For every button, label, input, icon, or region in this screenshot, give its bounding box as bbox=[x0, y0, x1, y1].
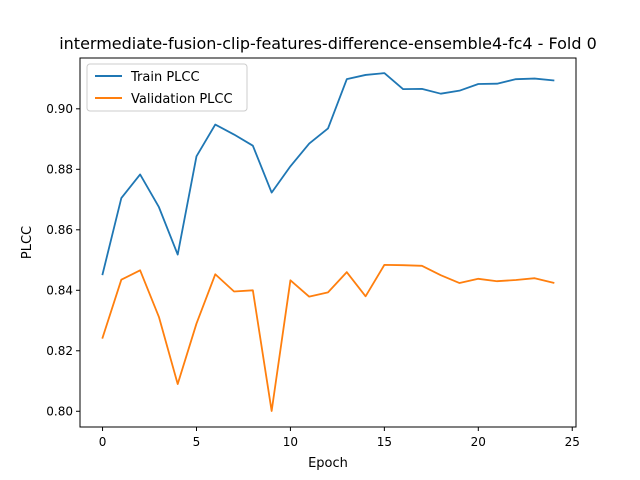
y-tick-label: 0.90 bbox=[46, 102, 73, 116]
y-tick-label: 0.80 bbox=[46, 404, 73, 418]
series-line-train bbox=[101, 72, 555, 276]
x-tick-label: 20 bbox=[471, 435, 486, 449]
x-tick-label: 0 bbox=[99, 435, 107, 449]
plot-area bbox=[79, 57, 577, 428]
x-tick-label: 25 bbox=[565, 435, 580, 449]
x-tick-label: 5 bbox=[193, 435, 201, 449]
y-axis-label: PLCC bbox=[20, 226, 35, 259]
x-axis-label: Epoch bbox=[308, 456, 348, 471]
x-axis: 0 5 10 15 20 25 bbox=[99, 427, 580, 449]
y-tick-label: 0.82 bbox=[46, 344, 73, 358]
y-tick-label: 0.84 bbox=[46, 283, 73, 297]
x-tick-label: 10 bbox=[283, 435, 298, 449]
legend-label-validation: Validation PLCC bbox=[131, 92, 233, 107]
series-layer bbox=[101, 72, 555, 412]
y-axis: 0.80 0.82 0.84 0.86 0.88 0.90 bbox=[46, 102, 80, 418]
y-tick-label: 0.88 bbox=[46, 162, 73, 176]
legend: Train PLCC Validation PLCC bbox=[86, 63, 248, 112]
axes-frame bbox=[79, 57, 577, 428]
legend-box bbox=[86, 63, 248, 112]
legend-label-train: Train PLCC bbox=[130, 70, 200, 85]
x-tick-label: 15 bbox=[377, 435, 392, 449]
series-line-validation bbox=[101, 263, 555, 412]
y-tick-label: 0.86 bbox=[46, 223, 73, 237]
chart-title: intermediate-fusion-clip-features-differ… bbox=[59, 34, 597, 53]
